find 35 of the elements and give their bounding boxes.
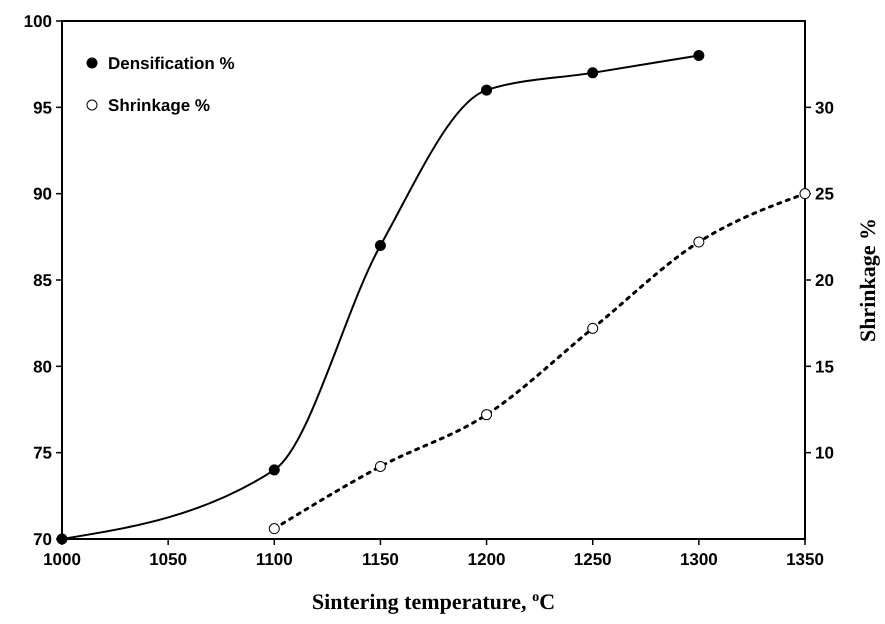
point xyxy=(374,240,386,251)
x-tick-label: 1250 xyxy=(574,550,612,569)
x-tick-label: 1350 xyxy=(786,550,824,569)
x-tick-label: 1050 xyxy=(149,550,188,569)
point xyxy=(587,322,598,334)
y2-tick-label: 10 xyxy=(815,444,834,463)
point xyxy=(268,464,280,476)
y-tick-label: 100 xyxy=(24,12,52,31)
x-axis-title: Sintering temperature, $^{o}$C xyxy=(312,589,556,614)
y-tick-label: 85 xyxy=(33,271,52,290)
point xyxy=(587,67,598,78)
y2-tick-label: 25 xyxy=(815,184,834,204)
point xyxy=(693,236,704,248)
y2-tick-label: 20 xyxy=(815,271,834,290)
y2-tick-label: 15 xyxy=(815,357,834,376)
legend-label: Shrinkage % xyxy=(108,96,210,115)
y-tick-label: 90 xyxy=(33,184,52,204)
x-tick-label: 1150 xyxy=(362,550,399,569)
point xyxy=(693,50,704,62)
y2-axis-title: Shrinkage % xyxy=(855,218,880,342)
y-tick-label: 95 xyxy=(33,98,52,118)
y2-tick-label: 30 xyxy=(815,98,834,118)
point xyxy=(800,188,810,200)
x-tick-label: 1300 xyxy=(680,550,718,569)
x-tick-label: 1100 xyxy=(256,550,293,569)
x-tick-label: 1000 xyxy=(43,550,81,569)
x-tick-label: 1200 xyxy=(468,550,506,569)
point xyxy=(268,523,280,534)
y-tick-label: 75 xyxy=(33,444,52,463)
y-tick-label: 70 xyxy=(33,530,52,549)
point xyxy=(481,84,492,96)
point xyxy=(374,460,386,472)
legend-label: Densification % xyxy=(108,54,235,73)
point xyxy=(481,409,492,420)
y-tick-label: 80 xyxy=(33,357,52,376)
